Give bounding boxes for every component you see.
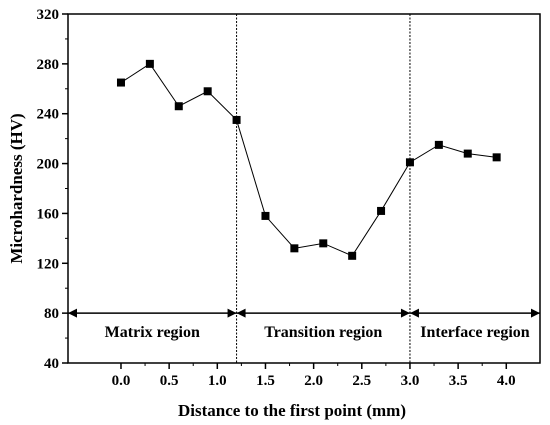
data-point: [434, 140, 443, 149]
y-tick-label: 240: [37, 107, 60, 123]
data-point: [174, 102, 183, 111]
x-tick-label: 0.0: [112, 373, 131, 389]
series-line: [120, 63, 497, 257]
region-arrow-head-left: [68, 308, 77, 318]
data-point: [203, 87, 212, 96]
region-label: Matrix region: [105, 324, 200, 341]
x-tick-label: 2.0: [304, 373, 323, 389]
data-point: [377, 206, 386, 215]
data-point: [232, 115, 241, 124]
region-arrow-head-left: [236, 308, 246, 318]
x-axis-title: Distance to the first point (mm): [178, 401, 406, 420]
y-tick-label: 320: [37, 7, 60, 23]
x-tick-label: 3.0: [401, 373, 420, 389]
x-tick-label: 4.0: [497, 373, 516, 389]
plot-frame: [67, 13, 541, 364]
data-point: [116, 78, 125, 87]
y-axis-title: Microhardness (HV): [7, 113, 26, 263]
y-tick-label: 200: [37, 157, 60, 173]
region-arrow-head-right: [531, 308, 540, 318]
region-arrow-head-left: [409, 308, 419, 318]
x-tick-label: 2.5: [352, 373, 371, 389]
x-tick-label: 3.5: [449, 373, 468, 389]
region-arrow-head-right: [400, 308, 410, 318]
y-tick-label: 160: [37, 206, 60, 222]
y-tick-label: 120: [37, 256, 60, 272]
data-point: [145, 59, 154, 68]
data-point: [348, 251, 357, 260]
data-point: [261, 211, 270, 220]
y-tick-label: 40: [44, 356, 59, 372]
x-tick-label: 1.0: [208, 373, 227, 389]
region-label: Transition region: [264, 324, 382, 341]
data-point: [492, 153, 501, 162]
data-point: [290, 244, 299, 253]
data-point: [405, 158, 414, 167]
region-label: Interface region: [420, 324, 530, 341]
x-tick-label: 1.5: [256, 373, 275, 389]
data-point: [463, 149, 472, 158]
region-arrow-head-right: [227, 308, 237, 318]
x-tick-label: 0.5: [160, 373, 179, 389]
y-tick-label: 80: [44, 306, 59, 322]
y-tick-label: 280: [37, 57, 60, 73]
data-point: [319, 239, 328, 248]
